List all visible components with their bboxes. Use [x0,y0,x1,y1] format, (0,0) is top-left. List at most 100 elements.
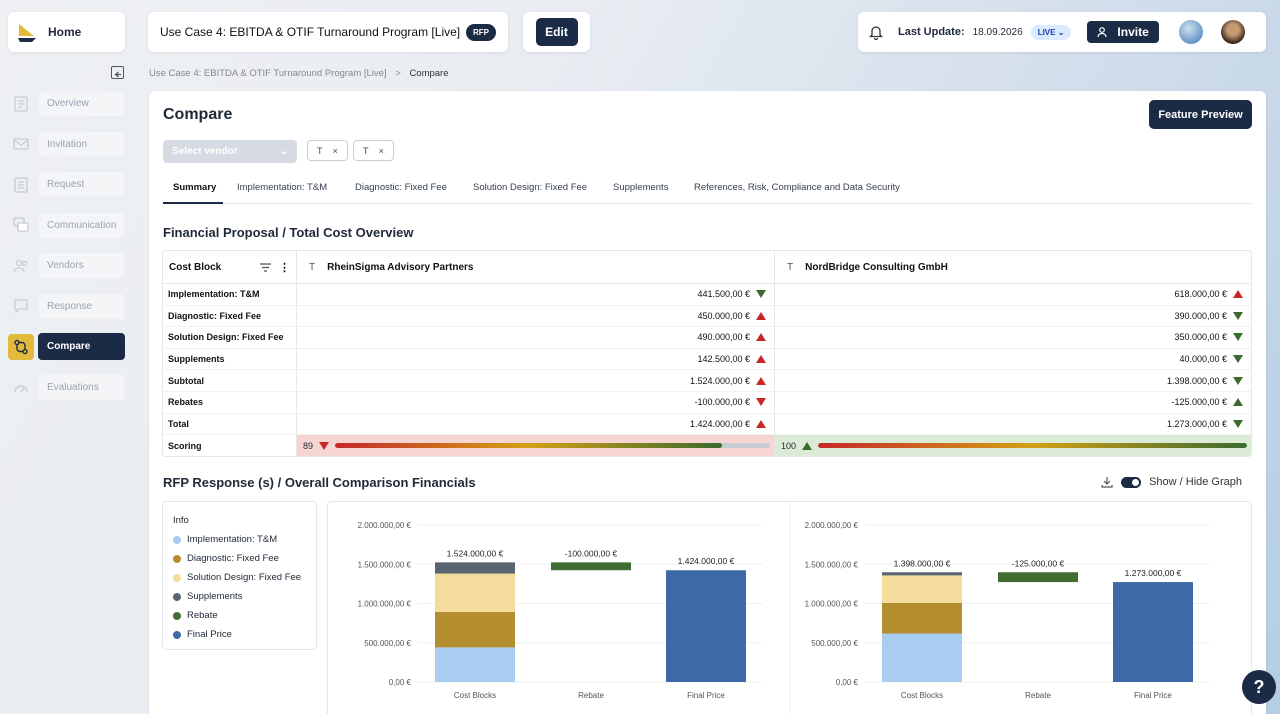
breadcrumb-parent[interactable]: Use Case 4: EBITDA & OTIF Turnaround Pro… [149,68,387,79]
legend-label: Supplements [187,591,243,602]
y-tick-label: 500.000,00 € [811,639,858,648]
edit-button[interactable]: Edit [535,18,578,46]
mail-icon [8,131,34,157]
trend-icon [319,441,330,450]
tab-references[interactable]: References, Risk, Compliance and Data Se… [694,182,900,193]
close-icon[interactable]: × [332,145,338,156]
breadcrumb: Use Case 4: EBITDA & OTIF Turnaround Pro… [149,68,449,79]
cell-value: 40.000,00 € [1179,354,1227,365]
x-tick-label: Cost Blocks [901,691,943,700]
value-cell: 350.000,00 € [775,327,1251,349]
legend-label: Diagnostic: Fixed Fee [187,553,279,564]
invite-button[interactable]: Invite [1087,21,1159,43]
sidebar-item-compare[interactable]: Compare [8,333,125,360]
row-label: Diagnostic: Fixed Fee [163,306,296,328]
financial-section-title: Financial Proposal / Total Cost Overview [163,225,414,240]
sidebar-item-label: Vendors [38,252,125,279]
score-value: 89 [303,440,314,451]
last-update-value: 18.09.2026 [972,26,1023,38]
value-cell: 441.500,00 € [297,284,774,306]
trend-icon [756,398,766,407]
page-title: Compare [163,106,233,123]
cell-value: 1.398.000,00 € [1166,375,1227,386]
legend-item: Final Price [173,625,306,644]
y-tick-label: 2.000.000,00 € [358,521,412,530]
breadcrumb-separator: > [395,68,401,79]
y-tick-label: 1.500.000,00 € [358,560,412,569]
graph-toggle[interactable] [1121,476,1142,488]
cell-value: 618.000,00 € [1174,289,1227,300]
invite-label: Invite [1117,25,1149,39]
trend-icon [1233,333,1243,342]
close-icon[interactable]: × [378,145,384,156]
users-icon [8,253,34,279]
help-button[interactable]: ? [1242,670,1276,704]
legend-swatch [173,535,181,544]
trend-icon [756,333,766,342]
legend-title: Info [173,515,189,526]
sidebar-item-label: Request [38,171,125,198]
data-label: 1.273.000,00 € [1125,568,1182,578]
sidebar-item-invitation[interactable]: Invitation [8,130,125,158]
feature-preview-button[interactable]: Feature Preview [1149,100,1252,129]
rebate-bar [551,562,631,571]
top-right-bar: Last Update: 18.09.2026 LIVE ⌄ Invite [858,12,1266,52]
tab-implementation[interactable]: Implementation: T&M [237,182,328,193]
row-label: Total [163,414,296,436]
sidebar-item-evaluations[interactable]: Evaluations [8,373,125,401]
sidebar-item-communication[interactable]: Communication [8,211,125,239]
sidebar-item-label: Evaluations [38,373,125,401]
document-icon [8,91,34,117]
value-cell: 390.000,00 € [775,306,1251,328]
legend-label: Solution Design: Fixed Fee [187,572,302,583]
workspace-avatar[interactable] [1178,20,1203,44]
comparison-section-title: RFP Response (s) / Overall Comparison Fi… [163,475,476,490]
bell-icon[interactable] [868,24,884,40]
stack-bar-segment [435,612,515,648]
trend-icon [756,376,766,385]
score-cell: 89 [297,435,774,456]
score-bar [335,443,770,449]
sidebar-item-response[interactable]: Response [8,292,125,320]
more-vertical-icon[interactable]: ⋮ [279,261,290,274]
row-label: Solution Design: Fixed Fee [163,327,296,349]
legend-swatch [173,573,181,582]
compare-icon [8,333,34,360]
chart-1: 0,00 € 500.000,00 € 1.000.000,00 € 1.500.00… [358,521,763,700]
gauge-icon [8,374,34,400]
sidebar-item-overview[interactable]: Overview [8,90,125,117]
legend-item: Supplements [173,587,306,606]
vendor-select[interactable]: Select vendor ⌄ [163,140,297,163]
chevron-down-icon: ⌄ [279,146,288,157]
trend-icon [756,290,766,299]
row-label: Rebates [163,392,296,414]
vendor-chip[interactable]: T × [307,140,348,161]
last-update-label: Last Update: [898,26,965,38]
tab-solution-design[interactable]: Solution Design: Fixed Fee [473,182,588,193]
sidebar-item-request[interactable]: Request [8,171,125,198]
show-hide-label: Show / Hide Graph [1149,476,1242,488]
collapse-sidebar-icon[interactable] [111,66,124,79]
tab-summary[interactable]: Summary [173,182,217,193]
sidebar-item-label: Response [38,292,125,320]
live-badge[interactable]: LIVE ⌄ [1030,24,1072,40]
tab-supplements[interactable]: Supplements [613,182,669,193]
score-bar-fill [818,443,1247,449]
user-add-icon [1097,27,1108,38]
value-cell: 1.273.000,00 € [775,414,1251,436]
chart-legend: Info Implementation: T&M Diagnostic: Fixe… [162,501,317,650]
home-button[interactable]: Home [8,12,125,52]
value-cell: 40.000,00 € [775,349,1251,371]
user-avatar[interactable] [1220,20,1245,44]
sidebar-item-vendors[interactable]: Vendors [8,252,125,279]
tab-diagnostic[interactable]: Diagnostic: Fixed Fee [355,182,447,193]
project-type-badge: RFP [466,23,496,41]
download-icon[interactable] [1101,476,1113,488]
vendor-name: RheinSigma Advisory Partners [327,261,474,273]
comparison-charts: 0,00 € 500.000,00 € 1.000.000,00 € 1.500.00… [358,502,1210,714]
filter-icon[interactable] [260,262,271,272]
vendor-chip[interactable]: T × [353,140,394,161]
trend-icon [1233,355,1243,364]
legend-label: Rebate [187,610,218,621]
breadcrumb-current: Compare [409,68,449,79]
